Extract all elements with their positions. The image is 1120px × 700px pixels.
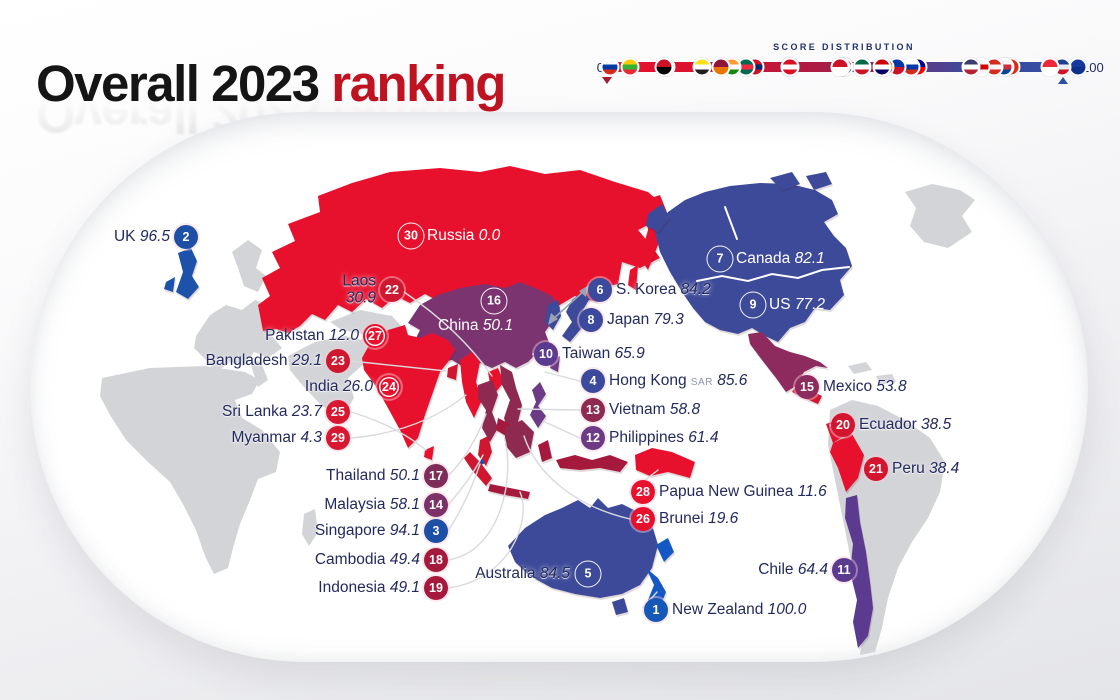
rank-badge-8-japan[interactable]: 8 [579, 308, 603, 332]
rank-badge-11-chile[interactable]: 11 [832, 558, 856, 582]
rank-badge-24-india[interactable]: 24 [377, 375, 401, 399]
rank-badge-18-cambodia[interactable]: 18 [424, 548, 448, 572]
country-label-ecuador: Ecuador 38.5 [859, 416, 952, 433]
rank-badge-27-pakistan[interactable]: 27 [363, 324, 387, 348]
rank-badge-20-ecuador[interactable]: 20 [831, 413, 855, 437]
page-title: Overall 2023 ranking [36, 55, 506, 113]
score-axis-min: 0 [588, 60, 604, 75]
score-distribution-label: SCORE DISTRIBUTION [773, 42, 915, 52]
country-label-hong-kong: Hong Kong SAR 85.6 [609, 372, 748, 389]
rank-badge-21-peru[interactable]: 21 [864, 457, 888, 481]
country-label-bangladesh: Bangladesh 29.1 [205, 352, 322, 369]
rank-badge-19-indonesia[interactable]: 19 [424, 576, 448, 600]
country-label-malaysia: Malaysia 58.1 [324, 496, 420, 513]
rank-badge-6-s-korea[interactable]: 6 [588, 278, 612, 302]
country-label-papua-new-guinea: Papua New Guinea 11.6 [659, 483, 827, 500]
flag-dot-singapore[interactable] [1040, 57, 1060, 77]
flag-dot-sri-lanka[interactable] [711, 57, 731, 77]
flag-dot-brunei[interactable] [692, 57, 712, 77]
rank-badge-14-malaysia[interactable]: 14 [424, 493, 448, 517]
country-label-uk: UK 96.5 [113, 228, 170, 245]
country-label-mexico: Mexico 53.8 [823, 378, 907, 395]
rank-badge-7-canada[interactable]: 7 [706, 245, 734, 273]
flag-dot-russia[interactable] [600, 57, 620, 77]
flag-dot-indonesia[interactable] [830, 57, 850, 77]
rank-badge-3-singapore[interactable]: 3 [424, 519, 448, 543]
rank-badge-4-hong-kong[interactable]: 4 [581, 369, 605, 393]
country-label-new-zealand: New Zealand 100.0 [672, 601, 807, 618]
country-label-australia: Australia 84.5 [475, 565, 570, 582]
rank-badge-10-taiwan[interactable]: 10 [534, 342, 558, 366]
rank-badge-29-myanmar[interactable]: 29 [326, 426, 350, 450]
rank-badge-9-us[interactable]: 9 [739, 291, 767, 319]
rank-badge-30-russia[interactable]: 30 [397, 222, 425, 250]
title-red: ranking [331, 55, 506, 113]
flag-dot-malaysia[interactable] [872, 57, 892, 77]
country-label-china: China 50.1 [438, 317, 513, 334]
rank-badge-12-philippines[interactable]: 12 [581, 426, 605, 450]
country-label-japan: Japan 79.3 [607, 311, 684, 328]
min-marker-triangle-icon [602, 77, 612, 84]
rank-badge-1-new-zealand[interactable]: 1 [644, 598, 668, 622]
rank-badge-13-vietnam[interactable]: 13 [581, 398, 605, 422]
country-label-peru: Peru 38.4 [892, 460, 960, 477]
country-label-pakistan: Pakistan 12.0 [265, 327, 359, 344]
country-label-philippines: Philippines 61.4 [609, 429, 719, 446]
rank-badge-15-mexico[interactable]: 15 [795, 375, 819, 399]
country-label-sri-lanka: Sri Lanka 23.7 [222, 403, 322, 420]
country-label-us: US 77.2 [769, 296, 826, 313]
country-label-vietnam: Vietnam 58.8 [609, 401, 701, 418]
country-label-russia: Russia 0.0 [427, 227, 501, 244]
country-label-chile: Chile 64.4 [758, 561, 828, 578]
country-label-singapore: Singapore 94.1 [314, 522, 420, 539]
country-label-taiwan: Taiwan 65.9 [562, 345, 645, 362]
rank-badge-16-china[interactable]: 16 [480, 287, 508, 315]
flag-dot-papua-new-guinea[interactable] [654, 57, 674, 77]
rank-badge-22-laos[interactable]: 22 [380, 278, 404, 302]
country-label-thailand: Thailand 50.1 [326, 467, 420, 484]
rank-badge-2-uk[interactable]: 2 [174, 225, 198, 249]
rank-badge-5-australia[interactable]: 5 [574, 560, 602, 588]
rank-badge-25-sri-lanka[interactable]: 25 [326, 400, 350, 424]
country-label-s-korea: S. Korea 84.2 [616, 281, 711, 298]
flag-dot-myanmar[interactable] [620, 57, 640, 77]
country-label-canada: Canada 82.1 [736, 250, 825, 267]
rank-badge-17-thailand[interactable]: 17 [424, 464, 448, 488]
title-black: Overall 2023 [36, 55, 320, 113]
country-label-laos: Laos 30.9 [342, 272, 376, 306]
country-label-brunei: Brunei 19.6 [659, 510, 739, 527]
score-axis-max: 100 [1082, 60, 1104, 75]
rank-badge-23-bangladesh[interactable]: 23 [326, 349, 350, 373]
country-label-indonesia: Indonesia 49.1 [318, 579, 420, 596]
country-label-myanmar: Myanmar 4.3 [231, 429, 322, 446]
max-marker-triangle-icon [1058, 77, 1068, 84]
country-label-cambodia: Cambodia 49.4 [314, 551, 420, 568]
rank-badge-28-papua-new-guinea[interactable]: 28 [631, 480, 655, 504]
country-label-india: India 26.0 [304, 378, 373, 395]
flag-dot-peru[interactable] [780, 57, 800, 77]
rank-badge-26-brunei[interactable]: 26 [631, 507, 655, 531]
flag-dot-us[interactable] [961, 57, 981, 77]
